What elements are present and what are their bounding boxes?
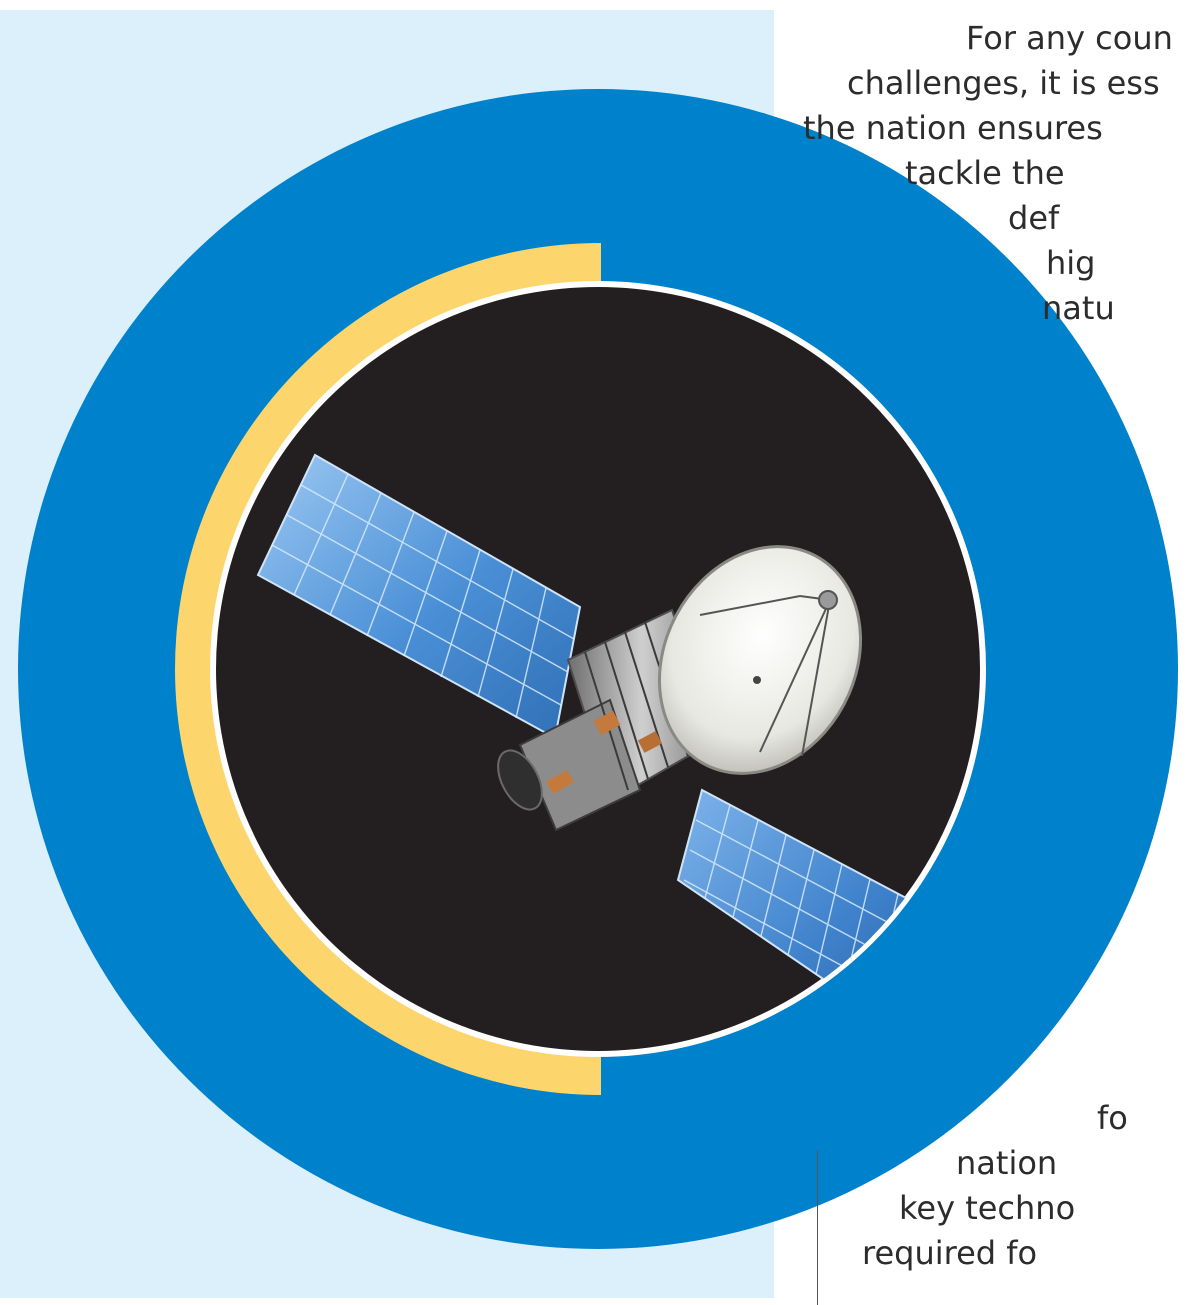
text-line: tackle the — [905, 154, 1065, 192]
text-line: challenges, it is ess — [847, 64, 1160, 102]
text-line: natu — [1042, 289, 1115, 327]
text-line: required fo — [862, 1234, 1038, 1272]
column-divider — [817, 1150, 818, 1305]
text-line: the nation ensures — [803, 109, 1103, 147]
text-line: For any coun — [966, 19, 1173, 57]
text-line: nation — [956, 1144, 1058, 1182]
text-line: key techno — [899, 1189, 1076, 1227]
text-line: fo — [1097, 1099, 1128, 1137]
text-line: hig — [1046, 244, 1096, 282]
text-line: def — [1008, 199, 1060, 237]
dish-antenna-icon — [657, 545, 863, 775]
